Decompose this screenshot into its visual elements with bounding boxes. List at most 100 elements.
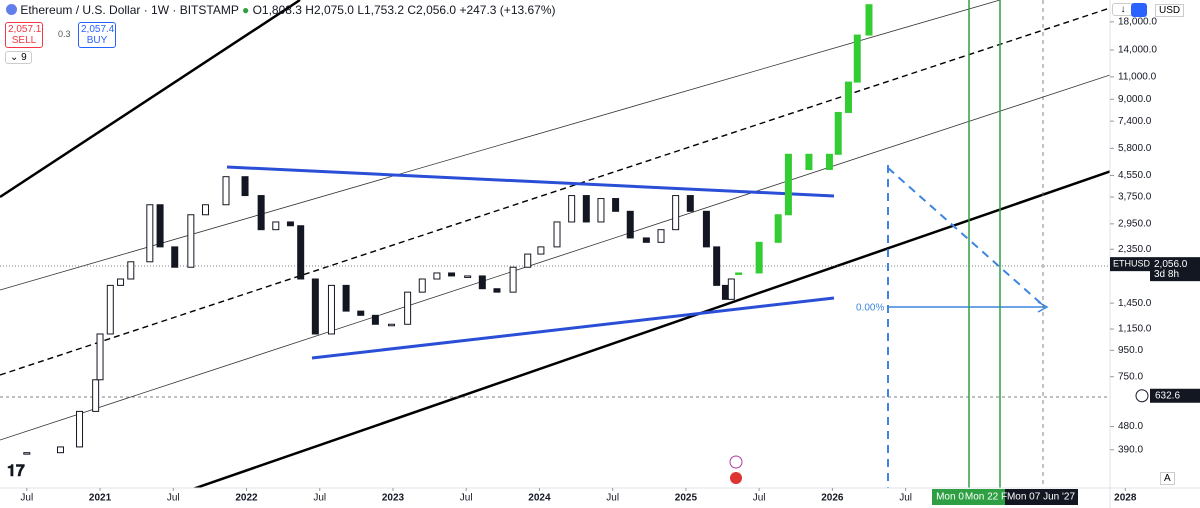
candle [626,210,634,239]
y-tick-label: 2,350.0 [1118,244,1152,255]
candle [146,204,154,263]
candle [713,246,721,286]
y-tick-label: 11,000.0 [1118,72,1157,83]
candle [735,272,743,275]
candle [865,4,873,36]
sell-price: 2,057.1 [8,24,42,35]
x-tick-label: 2025 [675,493,698,504]
candle [727,278,735,300]
candle [672,195,680,231]
candle [201,204,209,216]
price-symbol: ETHUSD [1113,259,1151,269]
candle [342,284,350,312]
y-tick-label: 9,000.0 [1118,94,1152,105]
x-tick-label: Jul [753,493,766,504]
candle [286,221,294,227]
currency[interactable]: USD [1155,4,1185,17]
candle [327,284,335,335]
ohlc-open: O1,808.3 [252,3,302,17]
spread: 0.3 [58,29,71,39]
buy-label: BUY [86,35,108,46]
candle [418,278,426,293]
candle [721,284,729,300]
y-tick-label: 7,400.0 [1118,116,1152,127]
indicators-toggle[interactable]: ⌄ 9 [5,51,32,64]
candle [686,195,694,212]
level-box [1150,388,1200,403]
level-label: 632.6 [1155,390,1180,401]
buy-price: 2,057.4 [81,24,115,35]
x-tick-label: 2028 [1114,493,1137,504]
candle [612,198,620,212]
candle [509,266,517,293]
x-tick-label: Jul [899,493,912,504]
candle [222,176,230,206]
candle [96,333,104,381]
y-tick-label: 2,950.0 [1118,218,1152,229]
candle [834,111,842,155]
candle [568,195,576,223]
y-tick-label: 1,450.0 [1118,298,1152,309]
candles [23,4,873,455]
y-tick-label: 4,550.0 [1118,170,1152,181]
candle [371,314,379,325]
candle [92,379,100,412]
candle [404,291,412,325]
x-tick-label: 2022 [235,493,258,504]
ohlc-low: L1,753.2 [357,3,405,17]
y-tick-label: 750.0 [1118,371,1143,382]
candle [657,229,665,243]
candle [241,176,249,197]
y-tick-label: 950.0 [1118,345,1143,356]
level-icon [1135,389,1149,403]
candle [784,153,792,216]
date-label: Mon 22 F [965,492,1007,503]
sell-button[interactable]: 2,057.1 SELL [5,22,43,48]
candle [825,153,833,170]
candle [755,241,763,274]
candle [388,323,396,327]
y-tick-label: 18,000.0 [1118,17,1157,28]
candle [853,34,861,83]
candle [537,246,545,255]
date-label: Mon 0 [936,492,964,503]
sell-label: SELL [11,35,37,46]
ohlc-change: +247.3 (+13.67%) [459,3,556,17]
price-label-box [1150,257,1200,282]
auto-scale[interactable]: A [1160,472,1175,485]
event-icon[interactable] [729,455,743,469]
x-tick-label: Jul [313,493,326,504]
candle [76,410,84,448]
y-tick-label: 390.0 [1118,444,1143,455]
y-tick-label: 1,150.0 [1118,324,1152,335]
event-icon[interactable] [730,472,742,484]
symbol: Ethereum / U.S. Dollar · 1W · BITSTAMP [20,3,239,17]
y-tick-label: 5,800.0 [1118,143,1152,154]
date-label: Mon 07 Jun '27 [1007,492,1076,503]
sync-button[interactable] [1131,3,1147,17]
price-value: 2,056.0 [1154,259,1188,270]
candle [311,278,319,335]
candle [805,153,813,170]
y-tick-label: 480.0 [1118,421,1143,432]
x-tick-label: Jul [167,493,180,504]
buy-button[interactable]: 2,057.4 BUY [78,22,116,48]
candle [597,198,605,223]
x-tick-label: Jul [606,493,619,504]
candle [257,195,265,231]
candle [582,195,590,223]
x-tick-label: 2024 [528,493,551,504]
candle [357,310,365,316]
candle [553,221,561,248]
symbol-header: Ethereum / U.S. Dollar · 1W · BITSTAMP ●… [6,3,556,17]
candle [127,261,135,280]
candle [524,253,532,268]
candle [642,237,650,243]
ohlc-high: H2,075.0 [305,3,354,17]
candle [106,284,114,335]
y-tick-label: 14,000.0 [1118,45,1157,56]
candle [464,275,472,278]
x-tick-label: Jul [20,493,33,504]
logo: 𝟏𝟕 [7,463,25,480]
